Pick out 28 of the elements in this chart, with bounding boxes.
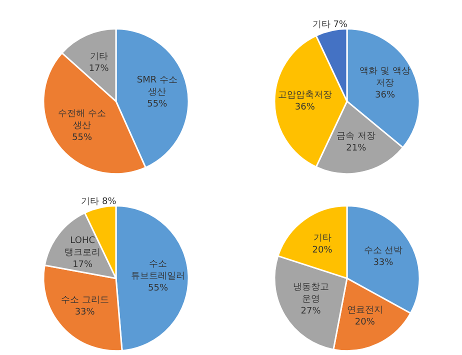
data-label: 33% — [74, 308, 96, 318]
data-label: 20% — [312, 245, 333, 256]
slice-label: 수소 그리드 — [60, 296, 109, 306]
slice-label: 고압압축저장 — [278, 90, 332, 100]
slice-label: 수소 튜브트레일러 — [131, 260, 186, 282]
slice-label: 기타 7% — [312, 20, 348, 30]
data-label: 20% — [354, 317, 376, 328]
data-label: 21% — [346, 143, 367, 154]
slice-label: SMR 수소 생산 — [136, 76, 178, 98]
slice-label: 액화 및 액상 저장 — [360, 66, 410, 88]
data-label: 17% — [88, 64, 110, 74]
data-label: 55% — [147, 100, 168, 110]
slice-label: LOHC 탱크로리 — [64, 236, 101, 258]
slice-label: 수소 선박 — [364, 246, 403, 256]
slice-label: 연료전지 — [346, 305, 383, 316]
slice-label: 기타 — [90, 52, 108, 62]
data-label: 17% — [72, 260, 94, 270]
slice-label: 기타 — [313, 233, 332, 244]
slice-label: 냉동창고 운영 — [292, 282, 329, 305]
slice-label: 기타 8% — [81, 196, 117, 207]
data-label: 55% — [72, 133, 92, 144]
data-label: 36% — [375, 90, 396, 100]
data-label: 27% — [300, 306, 322, 317]
data-label: 36% — [294, 102, 316, 112]
slice-label: 수전해 수소 생산 — [58, 109, 106, 132]
data-label: 55% — [148, 284, 168, 294]
data-label: 33% — [373, 258, 394, 268]
slice-label: 금속 저장 — [336, 131, 376, 142]
